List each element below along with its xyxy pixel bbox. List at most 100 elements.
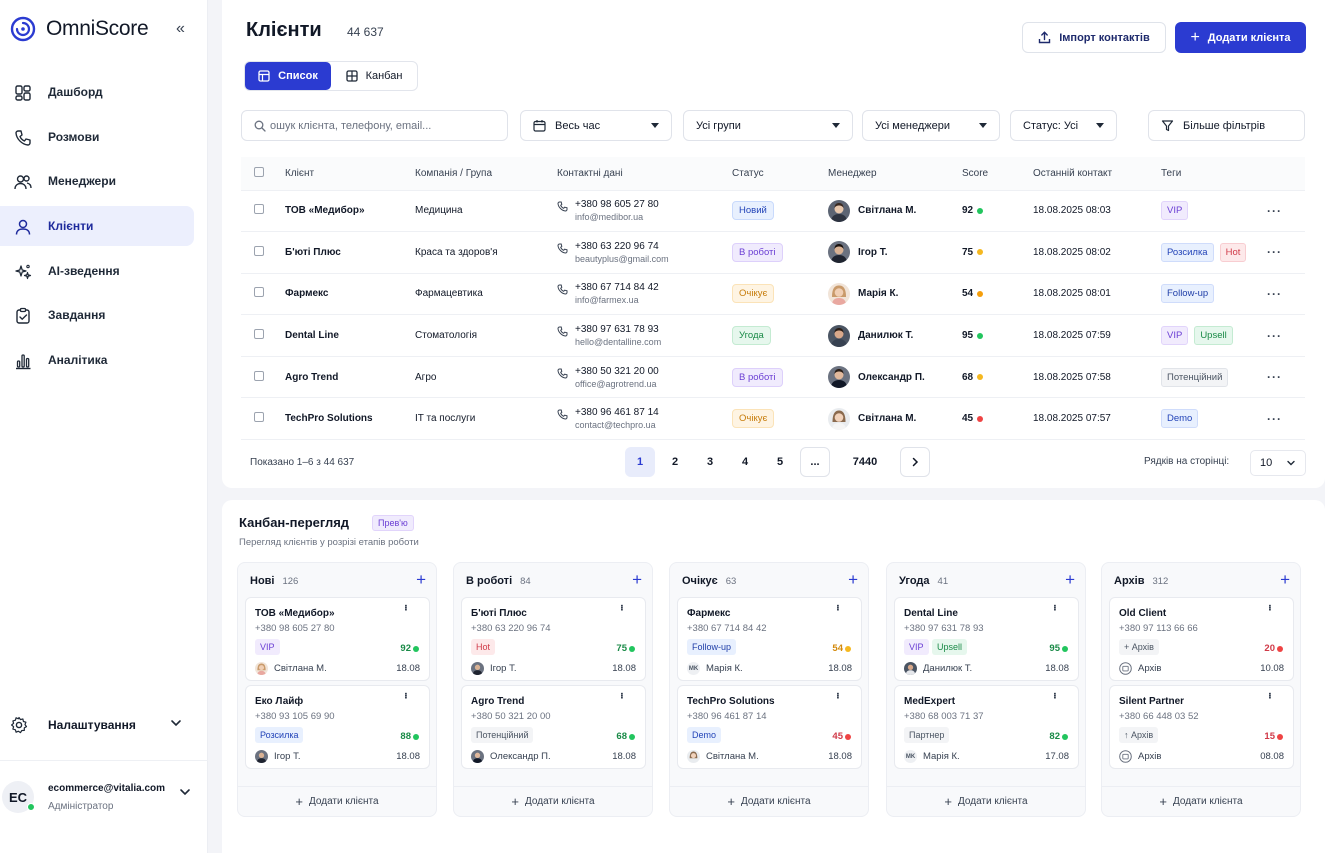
col-tags[interactable]: Теги [1161,157,1267,191]
row-actions-icon[interactable]: ··· [1267,190,1305,233]
client-name[interactable]: ТОВ «Медибор» [285,190,415,233]
sidebar-item-settings[interactable]: Налаштування [0,706,208,744]
sidebar-item-ai-summary[interactable]: AI-зведення [0,251,194,291]
sidebar-item-tasks[interactable]: Завдання [0,295,194,335]
row-actions-icon[interactable]: ··· [1267,231,1305,274]
add-card-plus-icon[interactable]: + [632,570,642,589]
card-menu-icon[interactable]: ··· [1048,604,1062,610]
client-phone[interactable]: +380 67 714 84 42 [575,282,659,294]
kanban-card[interactable]: MedExpert +380 68 003 71 37 ··· Партнер … [894,685,1079,769]
col-status[interactable]: Статус [732,157,828,191]
row-checkbox[interactable] [254,329,264,340]
card-menu-icon[interactable]: ··· [1263,604,1277,610]
add-client-button[interactable]: + Додати клієнта [1175,22,1306,53]
chevron-down-icon[interactable] [170,718,182,728]
add-client-column-button[interactable]: + Додати клієнта [670,786,868,816]
groups-select[interactable]: Усі групи [683,110,853,141]
kanban-card[interactable]: Old Client +380 97 113 66 66 ··· + Архів… [1109,597,1294,681]
table-row[interactable]: Dental Line Стоматологія +380 97 631 78 … [241,314,1305,357]
kanban-card[interactable]: Еко Лайф +380 93 105 69 90 ··· Розсилка … [245,685,430,769]
status-select[interactable]: Статус: Усі [1010,110,1117,141]
row-actions-icon[interactable]: ··· [1267,314,1305,357]
select-all-checkbox[interactable] [254,166,264,177]
kanban-card[interactable]: Б'юті Плюс +380 63 220 96 74 ··· Hot 75 … [461,597,646,681]
client-phone[interactable]: +380 96 461 87 14 [575,407,659,419]
client-name[interactable]: Agro Trend [285,356,415,399]
kanban-card[interactable]: Agro Trend +380 50 321 20 00 ··· Потенці… [461,685,646,769]
table-row[interactable]: ТОВ «Медибор» Медицина +380 98 605 27 80… [241,190,1305,233]
kanban-card[interactable]: Silent Partner +380 66 448 03 52 ··· ↑ А… [1109,685,1294,769]
add-card-plus-icon[interactable]: + [848,570,858,589]
kanban-card[interactable]: Dental Line +380 97 631 78 93 ··· VIP Up… [894,597,1079,681]
page-button[interactable]: 7440 [852,456,878,468]
client-email[interactable]: office@agrotrend.ua [575,378,657,389]
add-card-plus-icon[interactable]: + [1280,570,1290,589]
client-email[interactable]: hello@dentalline.com [575,337,662,348]
col-manager[interactable]: Менеджер [828,157,962,191]
import-contacts-button[interactable]: Імпорт контактів [1022,22,1166,53]
collapse-sidebar-icon[interactable]: « [176,20,185,37]
search-input[interactable]: ошук клієнта, телефону, email... [241,110,508,141]
card-menu-icon[interactable]: ··· [1048,692,1062,698]
client-email[interactable]: info@farmex.ua [575,295,639,306]
col-contacts[interactable]: Контактні дані [557,157,732,191]
chevron-down-icon[interactable] [179,787,191,797]
client-phone[interactable]: +380 50 321 20 00 [575,365,659,377]
add-card-plus-icon[interactable]: + [416,570,426,589]
col-score[interactable]: Score [962,157,1033,191]
row-checkbox[interactable] [254,204,264,215]
col-last-contact[interactable]: Останній контакт [1033,157,1161,191]
row-actions-icon[interactable]: ··· [1267,397,1305,441]
tab-list[interactable]: Список [245,62,331,90]
add-client-column-button[interactable]: + Додати клієнта [238,786,436,816]
period-select[interactable]: Весь час [520,110,672,141]
col-company[interactable]: Компанія / Група [415,157,557,191]
add-client-column-button[interactable]: + Додати клієнта [454,786,652,816]
col-client[interactable]: Клієнт [285,157,415,191]
card-menu-icon[interactable]: ··· [399,604,413,610]
kanban-card[interactable]: Фармекс +380 67 714 84 42 ··· Follow-up … [677,597,862,681]
row-checkbox[interactable] [254,370,264,381]
managers-select[interactable]: Усі менеджери [862,110,1000,141]
client-email[interactable]: contact@techpro.ua [575,420,656,431]
card-menu-icon[interactable]: ··· [1263,692,1277,698]
card-menu-icon[interactable]: ··· [399,692,413,698]
card-menu-icon[interactable]: ··· [615,604,629,610]
row-checkbox[interactable] [254,245,264,256]
client-email[interactable]: beautyplus@gmail.com [575,253,669,264]
table-row[interactable]: Фармекс Фармацевтика +380 67 714 84 42 in… [241,273,1305,316]
client-phone[interactable]: +380 63 220 96 74 [575,240,659,252]
table-row[interactable]: Agro Trend Агро +380 50 321 20 00 office@… [241,356,1305,399]
kanban-card[interactable]: TechPro Solutions +380 96 461 87 14 ··· … [677,685,862,769]
tab-kanban[interactable]: Канбан [331,62,417,90]
client-name[interactable]: Dental Line [285,314,415,357]
sidebar-item-calls[interactable]: Розмови [0,117,194,157]
client-name[interactable]: TechPro Solutions [285,397,415,441]
kanban-card[interactable]: ТОВ «Медибор» +380 98 605 27 80 ··· VIP … [245,597,430,681]
card-menu-icon[interactable]: ··· [831,692,845,698]
sidebar-item-managers[interactable]: Менеджери [0,161,194,201]
card-menu-icon[interactable]: ··· [831,604,845,610]
row-actions-icon[interactable]: ··· [1267,356,1305,399]
page-button[interactable]: 5 [776,456,784,468]
add-client-column-button[interactable]: + Додати клієнта [1102,786,1300,816]
page-button[interactable]: 3 [706,456,714,468]
next-page-button[interactable] [900,447,930,477]
row-checkbox[interactable] [254,287,264,298]
page-button[interactable]: 4 [741,456,749,468]
card-menu-icon[interactable]: ··· [615,692,629,698]
client-name[interactable]: Фармекс [285,273,415,316]
client-email[interactable]: info@medibor.ua [575,212,644,223]
logo[interactable]: OmniScore [10,16,149,42]
page-button[interactable]: 1 [625,447,655,477]
table-row[interactable]: Б'юті Плюс Краса та здоров'я +380 63 220… [241,231,1305,274]
add-client-column-button[interactable]: + Додати клієнта [887,786,1085,816]
sidebar-item-dashboard[interactable]: Дашборд [0,72,194,112]
page-button[interactable]: 2 [671,456,679,468]
row-checkbox[interactable] [254,412,264,423]
client-phone[interactable]: +380 98 605 27 80 [575,199,659,211]
user-profile[interactable]: EC ecommerce@vitalia.com Адміністратор [0,760,208,820]
row-actions-icon[interactable]: ··· [1267,273,1305,316]
client-name[interactable]: Б'юті Плюс [285,231,415,274]
more-filters-button[interactable]: Більше фільтрів [1148,110,1305,141]
